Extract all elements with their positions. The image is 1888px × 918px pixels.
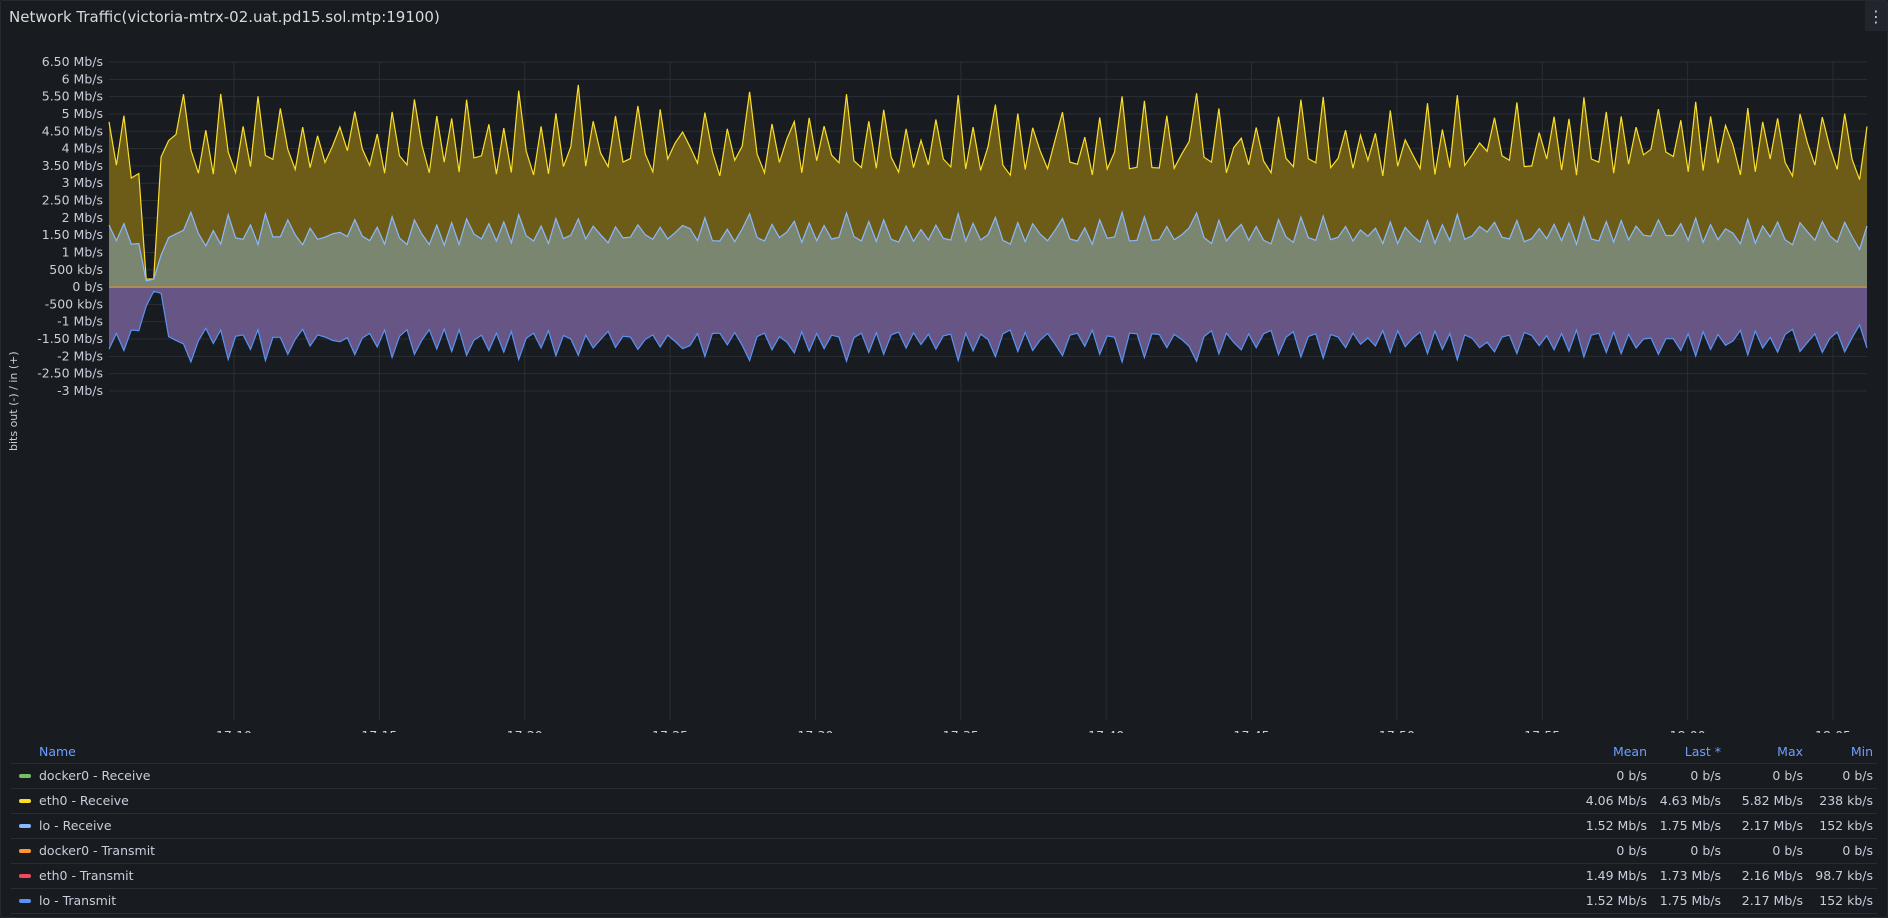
x-tick-label: 17:40 bbox=[1088, 728, 1124, 733]
y-tick-label: 1 Mb/s bbox=[62, 244, 103, 259]
x-tick-label: 18:00 bbox=[1670, 728, 1706, 733]
legend-max-value: 2.17 Mb/s bbox=[1741, 893, 1803, 908]
legend-max-value: 2.17 Mb/s bbox=[1741, 818, 1803, 833]
y-tick-label: 6.50 Mb/s bbox=[42, 54, 103, 69]
legend-row-lo-receive[interactable]: lo - Receive 1.52 Mb/s 1.75 Mb/s 2.17 Mb… bbox=[11, 814, 1877, 839]
legend-header-last[interactable]: Last * bbox=[1684, 744, 1721, 759]
legend-mean-value: 4.06 Mb/s bbox=[1585, 793, 1647, 808]
legend-last-value: 1.75 Mb/s bbox=[1659, 893, 1721, 908]
legend-last-value: 0 b/s bbox=[1690, 768, 1721, 783]
series-color-swatch[interactable] bbox=[19, 874, 31, 878]
legend-header-name[interactable]: Name bbox=[39, 744, 76, 759]
panel-header: Network Traffic(victoria-mtrx-02.uat.pd1… bbox=[1, 1, 1887, 33]
x-tick-label: 17:30 bbox=[797, 728, 833, 733]
legend-mean-value: 0 b/s bbox=[1616, 843, 1647, 858]
series-color-swatch[interactable] bbox=[19, 899, 31, 903]
y-tick-label: 2.50 Mb/s bbox=[42, 193, 103, 208]
vertical-ellipsis-icon[interactable]: ⋮ bbox=[1865, 1, 1887, 31]
series-color-swatch[interactable] bbox=[19, 849, 31, 853]
legend-header-min[interactable]: Min bbox=[1850, 744, 1873, 759]
y-tick-label: 6 Mb/s bbox=[62, 71, 103, 86]
series-color-swatch[interactable] bbox=[19, 824, 31, 828]
legend-last-value: 1.73 Mb/s bbox=[1659, 868, 1721, 883]
legend-mean-value: 0 b/s bbox=[1616, 768, 1647, 783]
legend-series-name[interactable]: lo - Transmit bbox=[39, 893, 117, 908]
legend-series-name[interactable]: eth0 - Receive bbox=[39, 793, 129, 808]
y-tick-label: -2.50 Mb/s bbox=[37, 366, 103, 381]
y-tick-label: -1 Mb/s bbox=[57, 314, 103, 329]
y-tick-label: 5 Mb/s bbox=[62, 106, 103, 121]
legend-min-value: 238 kb/s bbox=[1819, 793, 1873, 808]
lo-receive-line bbox=[108, 210, 1868, 282]
y-tick-label: 4.50 Mb/s bbox=[42, 123, 103, 138]
transmit-area bbox=[109, 287, 1867, 362]
legend-table: Name Mean Last * Max Min docker0 - Recei… bbox=[11, 741, 1877, 914]
legend-row-docker0-transmit[interactable]: docker0 - Transmit 0 b/s 0 b/s 0 b/s 0 b… bbox=[11, 839, 1877, 864]
lo-transmit-line bbox=[108, 290, 1868, 365]
y-tick-label: -2 Mb/s bbox=[57, 348, 103, 363]
legend-last-value: 4.63 Mb/s bbox=[1659, 793, 1721, 808]
legend-series-name[interactable]: docker0 - Transmit bbox=[39, 843, 156, 858]
x-tick-label: 17:45 bbox=[1234, 728, 1270, 733]
legend-header-max[interactable]: Max bbox=[1777, 744, 1803, 759]
legend-max-value: 0 b/s bbox=[1772, 843, 1803, 858]
eth0-receive-line bbox=[108, 84, 1868, 280]
y-tick-label: -500 kb/s bbox=[45, 296, 103, 311]
legend-header-mean[interactable]: Mean bbox=[1612, 744, 1647, 759]
legend-row-eth0-receive[interactable]: eth0 - Receive 4.06 Mb/s 4.63 Mb/s 5.82 … bbox=[11, 789, 1877, 814]
legend-series-name[interactable]: eth0 - Transmit bbox=[39, 868, 134, 883]
series-color-swatch[interactable] bbox=[19, 774, 31, 778]
y-tick-label: 1.50 Mb/s bbox=[42, 227, 103, 242]
x-tick-label: 17:20 bbox=[507, 728, 543, 733]
y-tick-label: 3.50 Mb/s bbox=[42, 158, 103, 173]
y-tick-label: 3 Mb/s bbox=[62, 175, 103, 190]
legend-mean-value: 1.52 Mb/s bbox=[1585, 893, 1647, 908]
legend-row-lo-transmit[interactable]: lo - Transmit 1.52 Mb/s 1.75 Mb/s 2.17 M… bbox=[11, 889, 1877, 914]
y-tick-label: 500 kb/s bbox=[49, 262, 103, 277]
time-series-chart[interactable]: 6.50 Mb/s 6 Mb/s 5.50 Mb/s 5 Mb/s 4.50 Mb/s 4… bbox=[1, 33, 1887, 733]
legend-min-value: 98.7 kb/s bbox=[1815, 868, 1873, 883]
legend-max-value: 2.16 Mb/s bbox=[1741, 868, 1803, 883]
legend-min-value: 152 kb/s bbox=[1819, 818, 1873, 833]
legend-max-value: 5.82 Mb/s bbox=[1741, 793, 1803, 808]
legend-header: Name Mean Last * Max Min bbox=[11, 741, 1877, 764]
legend-min-value: 0 b/s bbox=[1842, 843, 1873, 858]
legend-series-name[interactable]: docker0 - Receive bbox=[39, 768, 151, 783]
legend-row-docker0-receive[interactable]: docker0 - Receive 0 b/s 0 b/s 0 b/s 0 b/… bbox=[11, 764, 1877, 789]
legend-min-value: 0 b/s bbox=[1842, 768, 1873, 783]
y-tick-label: 4 Mb/s bbox=[62, 141, 103, 156]
legend-mean-value: 1.49 Mb/s bbox=[1585, 868, 1647, 883]
y-tick-label: 5.50 Mb/s bbox=[42, 89, 103, 104]
legend-row-eth0-transmit[interactable]: eth0 - Transmit 1.49 Mb/s 1.73 Mb/s 2.16… bbox=[11, 864, 1877, 889]
legend-max-value: 0 b/s bbox=[1772, 768, 1803, 783]
panel-title[interactable]: Network Traffic(victoria-mtrx-02.uat.pd1… bbox=[9, 8, 440, 26]
legend-last-value: 1.75 Mb/s bbox=[1659, 818, 1721, 833]
legend-series-name[interactable]: lo - Receive bbox=[39, 818, 112, 833]
y-tick-label: -3 Mb/s bbox=[57, 383, 103, 398]
series-color-swatch[interactable] bbox=[19, 799, 31, 803]
x-tick-label: 17:50 bbox=[1379, 728, 1415, 733]
y-tick-label: 0 b/s bbox=[72, 279, 103, 294]
legend-last-value: 0 b/s bbox=[1690, 843, 1721, 858]
y-tick-label: -1.50 Mb/s bbox=[37, 331, 103, 346]
x-tick-label: 17:15 bbox=[361, 728, 397, 733]
lo-receive-area bbox=[109, 212, 1867, 288]
y-tick-label: 2 Mb/s bbox=[62, 210, 103, 225]
x-tick-label: 18:05 bbox=[1815, 728, 1851, 733]
x-tick-label: 17:55 bbox=[1524, 728, 1560, 733]
x-tick-label: 17:35 bbox=[943, 728, 979, 733]
x-tick-label: 17:25 bbox=[652, 728, 688, 733]
legend-min-value: 152 kb/s bbox=[1819, 893, 1873, 908]
legend-mean-value: 1.52 Mb/s bbox=[1585, 818, 1647, 833]
x-tick-label: 17:10 bbox=[216, 728, 252, 733]
